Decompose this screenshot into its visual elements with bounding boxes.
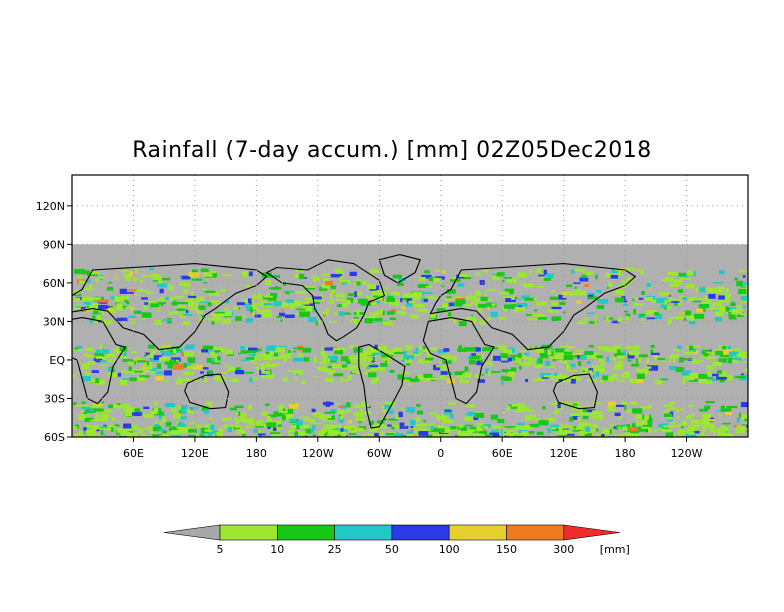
legend-unit-label: [mm] xyxy=(600,543,630,556)
legend-swatch xyxy=(276,524,335,541)
legend-over-swatch xyxy=(563,524,620,541)
x-axis: 60E 120E 180 120W 60W 0 60E 120E 180 120W xyxy=(123,437,703,460)
legend-swatch xyxy=(219,524,278,541)
continent-outline xyxy=(0,345,36,429)
continent-outline xyxy=(422,317,495,405)
legend-swatch xyxy=(391,524,450,541)
continent-outline xyxy=(265,259,386,342)
color-legend: 5 10 25 50 100 150 300 [mm] xyxy=(163,524,630,556)
land-outline-layer xyxy=(0,254,748,450)
y-tick-label: 90N xyxy=(43,238,65,251)
y-tick-label: 60N xyxy=(43,277,65,290)
x-tick-label: 180 xyxy=(246,447,267,460)
legend-swatch xyxy=(334,524,393,541)
continent-outline xyxy=(378,254,421,284)
continent-outline xyxy=(72,440,748,450)
y-tick-label: EQ xyxy=(49,354,65,367)
plot-border xyxy=(71,174,749,438)
legend-boundary-label: 25 xyxy=(328,543,342,556)
y-tick-label: 120N xyxy=(36,200,65,213)
x-tick-label: 60E xyxy=(492,447,513,460)
x-tick-label: 120W xyxy=(302,447,334,460)
continent-outline xyxy=(72,263,268,351)
continent-outline xyxy=(429,263,637,351)
legend-boundary-label: 300 xyxy=(553,543,574,556)
x-tick-label: 120W xyxy=(671,447,703,460)
gridlines xyxy=(72,175,748,437)
y-axis: 120N 90N 60N 30N EQ 30S 60S xyxy=(36,200,72,444)
continent-outline xyxy=(72,317,127,405)
continent-outline xyxy=(552,373,598,410)
legend-under-swatch xyxy=(163,524,221,541)
x-tick-label: 120E xyxy=(550,447,578,460)
x-tick-label: 120E xyxy=(181,447,209,460)
legend-boundary-label: 50 xyxy=(385,543,399,556)
x-tick-label: 60W xyxy=(367,447,392,460)
y-tick-label: 30S xyxy=(44,392,65,405)
continent-outline xyxy=(0,260,16,341)
legend-swatch xyxy=(506,524,565,541)
x-tick-label: 60E xyxy=(123,447,144,460)
x-tick-label: 0 xyxy=(437,447,444,460)
map-title: Rainfall (7-day accum.) [mm] 02Z05Dec201… xyxy=(132,138,652,163)
y-tick-label: 30N xyxy=(43,315,65,328)
legend-boundary-label: 10 xyxy=(270,543,284,556)
y-tick-label: 60S xyxy=(44,431,65,444)
rainfall-data-layer xyxy=(72,244,748,437)
continent-outline xyxy=(358,343,406,429)
legend-boundary-label: 5 xyxy=(217,543,224,556)
legend-swatch xyxy=(448,524,507,541)
continent-outline xyxy=(184,373,230,410)
legend-boundary-label: 100 xyxy=(439,543,460,556)
legend-boundary-label: 150 xyxy=(496,543,517,556)
x-tick-label: 180 xyxy=(615,447,636,460)
plot-area xyxy=(0,175,748,450)
